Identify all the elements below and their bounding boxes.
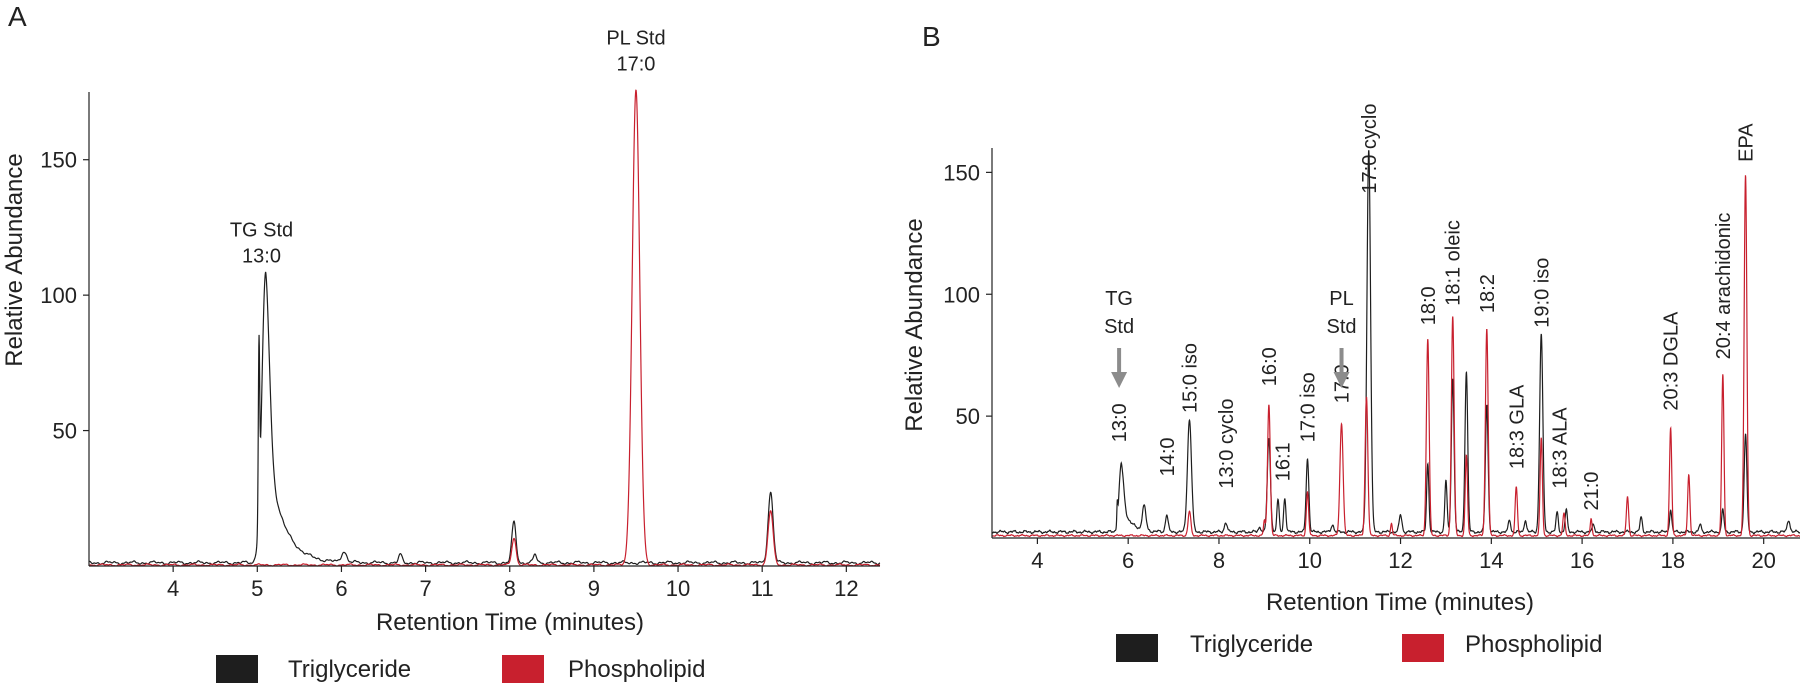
legend-swatch-triglyceride: [1116, 634, 1158, 662]
peak-annotation: 13:0: [242, 246, 281, 268]
peak-label: 17:0 cyclo: [1359, 104, 1381, 194]
panel-a-ylabel: Relative Abundance: [1, 153, 28, 367]
legend-label-triglyceride: Triglyceride: [1190, 631, 1313, 658]
panel-b-plot: 4 6 8 10 12 14 16 18 20 50 100 150 13:0 14:0 15:0 iso 1…: [943, 104, 1800, 573]
peak-annotation: TG Std: [230, 220, 293, 242]
x-tick-label: 8: [504, 576, 516, 601]
legend-swatch-phospholipid: [1402, 634, 1444, 662]
y-tick-label: 150: [943, 160, 980, 185]
panel-a-xlabel: Retention Time (minutes): [376, 609, 644, 636]
y-tick-label: 100: [943, 282, 980, 307]
x-tick-label: 11: [751, 576, 774, 601]
x-tick-label: 8: [1213, 548, 1225, 573]
peak-label: 14:0: [1157, 437, 1179, 476]
x-tick-label: 14: [1479, 548, 1503, 573]
series-line-phospholipid: [991, 175, 1800, 538]
series-line-triglyceride: [88, 271, 881, 566]
x-tick-label: 16: [1570, 548, 1594, 573]
down-arrow-icon: [1111, 372, 1128, 388]
series-line-phospholipid: [88, 89, 881, 567]
x-tick-label: 10: [666, 576, 690, 601]
legend-label-phospholipid: Phospholipid: [568, 656, 705, 683]
std-label: TG: [1105, 288, 1133, 310]
panel-a-legend: Triglyceride Phospholipid: [216, 655, 705, 683]
peak-label: 16:1: [1273, 442, 1295, 481]
x-tick-label: 9: [588, 576, 600, 601]
x-tick-label: 12: [1388, 548, 1412, 573]
peak-label: 16:0: [1259, 347, 1281, 386]
y-tick-label: 100: [40, 283, 77, 308]
y-tick-label: 150: [40, 148, 77, 173]
x-tick-label: 20: [1751, 548, 1775, 573]
peak-label: 13:0: [1109, 403, 1131, 442]
peak-label: 15:0 iso: [1180, 343, 1202, 413]
peak-label: EPA: [1736, 123, 1758, 162]
peak-label: 20:4 arachidonic: [1713, 213, 1735, 360]
peak-label: 21:0: [1581, 472, 1603, 511]
x-tick-label: 18: [1661, 548, 1685, 573]
x-tick-label: 6: [1122, 548, 1134, 573]
panel-b-ylabel: Relative Abundance: [901, 218, 928, 432]
legend-label-triglyceride: Triglyceride: [288, 656, 411, 683]
y-tick-label: 50: [956, 404, 980, 429]
panel-a: A Relative Abundance Retention Time (min…: [1, 1, 881, 683]
x-tick-label: 7: [419, 576, 431, 601]
peak-annotation: PL Std: [606, 27, 665, 49]
peak-label: 19:0 iso: [1531, 258, 1553, 328]
panel-b-legend: Triglyceride Phospholipid: [1116, 631, 1602, 662]
x-tick-label: 10: [1298, 548, 1322, 573]
panel-a-plot: 4 5 6 7 8 9 10 11 12 50 100 150 TG Std 13:0 PL Std 17:0: [40, 27, 881, 601]
std-label: Std: [1327, 316, 1357, 338]
x-tick-label: 12: [834, 576, 858, 601]
legend-swatch-phospholipid: [502, 655, 544, 683]
peak-label: 18:2: [1477, 274, 1499, 313]
panel-b: B Relative Abundance Retention Time (min…: [901, 21, 1800, 662]
peak-label: 18:3 ALA: [1549, 407, 1571, 489]
down-arrow-icon: [1333, 372, 1350, 388]
peak-label: 18:1 oleic: [1443, 220, 1465, 306]
peak-label: 18:3 GLA: [1506, 384, 1528, 469]
x-tick-label: 5: [251, 576, 263, 601]
panel-b-xlabel: Retention Time (minutes): [1266, 589, 1534, 616]
panel-a-letter: A: [8, 1, 27, 32]
std-label: Std: [1104, 316, 1134, 338]
legend-label-phospholipid: Phospholipid: [1465, 631, 1602, 658]
peak-label: 18:0: [1418, 286, 1440, 325]
std-label: PL: [1329, 288, 1353, 310]
series-line-triglyceride: [991, 150, 1800, 535]
x-tick-label: 4: [167, 576, 179, 601]
x-tick-label: 6: [335, 576, 347, 601]
panel-b-letter: B: [922, 21, 941, 52]
x-tick-label: 4: [1031, 548, 1043, 573]
legend-swatch-triglyceride: [216, 655, 258, 683]
peak-label: 20:3 DGLA: [1661, 311, 1683, 411]
peak-label: 13:0 cyclo: [1216, 399, 1238, 489]
peak-label: 17:0 iso: [1298, 372, 1320, 442]
y-tick-label: 50: [53, 419, 77, 444]
peak-annotation: 17:0: [616, 53, 655, 75]
